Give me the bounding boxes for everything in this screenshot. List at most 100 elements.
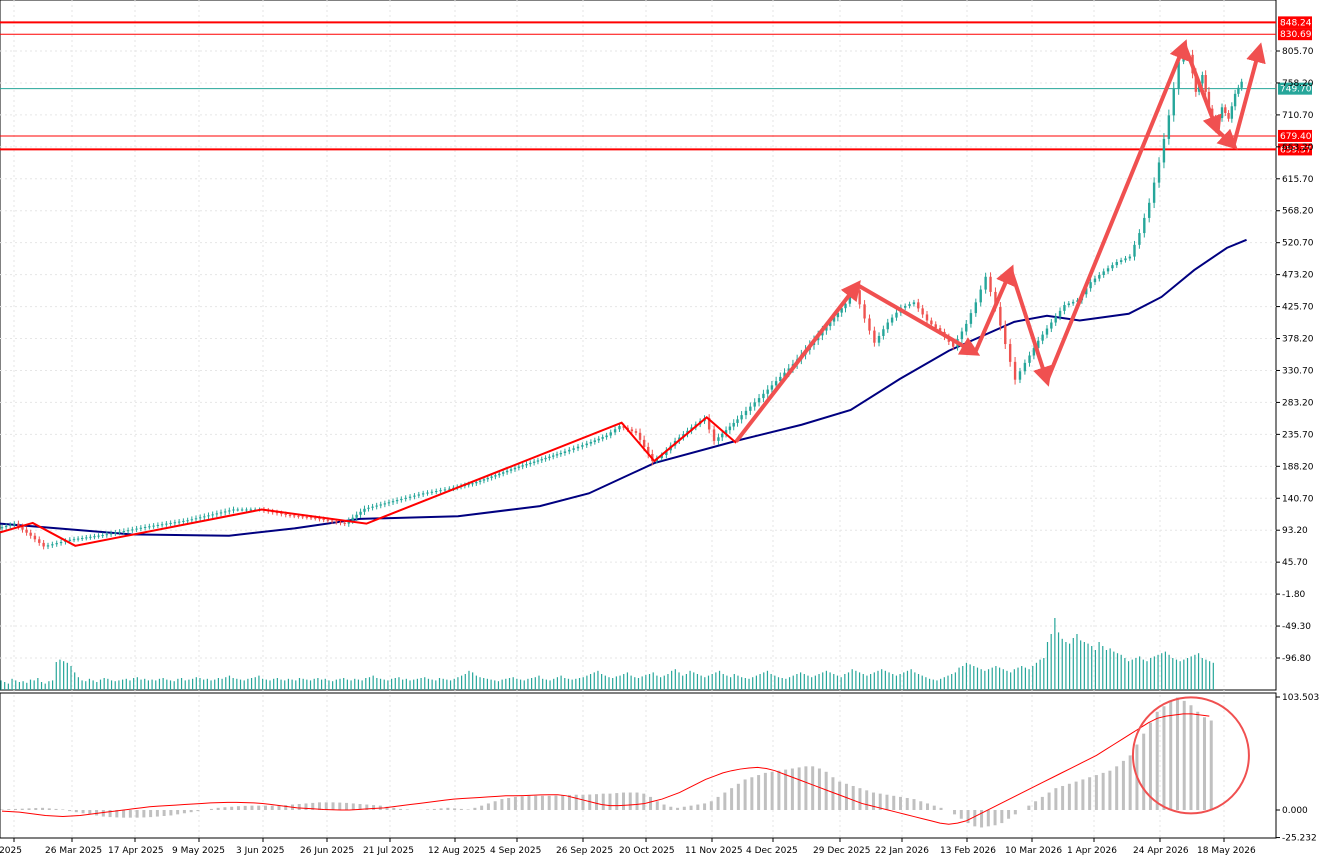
candle-body bbox=[717, 437, 720, 441]
candle-body bbox=[297, 515, 300, 517]
candle-body bbox=[29, 532, 32, 536]
candle-body bbox=[502, 472, 505, 474]
candle-body bbox=[426, 492, 429, 494]
candle-body bbox=[17, 523, 20, 527]
candle-body bbox=[169, 522, 172, 524]
candle-body bbox=[1240, 81, 1243, 88]
candle-body bbox=[930, 320, 933, 325]
candle-body bbox=[517, 466, 521, 468]
candle-body bbox=[895, 312, 898, 318]
candle-body bbox=[1148, 202, 1151, 218]
candle-body bbox=[194, 518, 198, 520]
trend-arrow bbox=[1215, 128, 1238, 150]
candle-body bbox=[724, 430, 728, 434]
candle-body bbox=[148, 526, 151, 528]
x-tick-label: 4 Sep 2025 bbox=[490, 846, 541, 856]
candle-body bbox=[779, 376, 782, 382]
level-price-label: 848.24 bbox=[1280, 18, 1312, 28]
level-price-tag bbox=[1278, 16, 1312, 29]
candle-body bbox=[707, 418, 711, 430]
x-tick-label: 4 Dec 2025 bbox=[746, 846, 798, 856]
candle-body bbox=[552, 455, 555, 457]
candle-body bbox=[367, 507, 370, 509]
price-panel-frame bbox=[0, 0, 1277, 691]
level-price-tag bbox=[1278, 143, 1312, 156]
candle-body bbox=[387, 502, 391, 504]
candle-body bbox=[198, 517, 202, 519]
candle-body bbox=[1133, 244, 1136, 257]
candle-body bbox=[1194, 73, 1198, 92]
candle-body bbox=[135, 528, 138, 530]
x-tick-label: 1 Apr 2026 bbox=[1067, 846, 1117, 856]
candle-body bbox=[886, 322, 889, 330]
candle-body bbox=[969, 313, 973, 324]
candle-body bbox=[190, 519, 194, 521]
candle-body bbox=[1115, 261, 1118, 266]
candle-body bbox=[513, 467, 517, 470]
horizontal-levels[interactable]: 848.24 830.69 749.70 679.40 659.37 bbox=[0, 16, 1312, 156]
x-tick-label: 26 Jun 2025 bbox=[300, 846, 354, 856]
x-tick-label: 24 Apr 2026 bbox=[1133, 846, 1189, 856]
candle-body bbox=[494, 475, 497, 477]
candle-body bbox=[249, 509, 253, 511]
candle-body bbox=[618, 426, 621, 430]
y-tick-label: 568.20 bbox=[1282, 207, 1314, 217]
candle-body bbox=[245, 509, 248, 511]
candle-body bbox=[186, 520, 189, 522]
candle-body bbox=[749, 406, 752, 411]
candle-body bbox=[1157, 162, 1161, 183]
candle-body bbox=[177, 521, 181, 523]
candle-body bbox=[351, 517, 354, 521]
candle-body bbox=[471, 483, 474, 485]
candle-body bbox=[1032, 348, 1036, 356]
candle-body bbox=[1085, 288, 1088, 295]
candle-body bbox=[318, 518, 321, 520]
candle-body bbox=[921, 308, 924, 315]
candle-body bbox=[1041, 334, 1044, 341]
candle-body bbox=[59, 542, 63, 544]
candle-body bbox=[581, 445, 584, 447]
x-tick-label: 11 Nov 2025 bbox=[685, 846, 743, 856]
osc-tick-label: -25.232 bbox=[1282, 834, 1317, 844]
candle-body bbox=[219, 512, 223, 514]
candle-body bbox=[309, 517, 313, 519]
x-tick-label: 18 May 2026 bbox=[1197, 846, 1256, 856]
trend-arrow bbox=[1045, 39, 1189, 382]
candle-body bbox=[301, 516, 304, 518]
candle-body bbox=[1013, 361, 1017, 380]
candle-body bbox=[609, 432, 612, 436]
candle-body bbox=[844, 303, 847, 309]
candle-body bbox=[585, 443, 588, 446]
candle-body bbox=[829, 321, 832, 327]
candle-body bbox=[589, 441, 593, 444]
level-price-tag bbox=[1278, 82, 1312, 95]
candle-body bbox=[42, 542, 45, 547]
candle-body bbox=[505, 470, 509, 473]
candle-body bbox=[825, 326, 828, 331]
candle-body bbox=[85, 537, 88, 539]
candle-body bbox=[597, 438, 600, 441]
osc-tick-label: 103.503 bbox=[1282, 693, 1319, 703]
candle-body bbox=[482, 479, 486, 481]
y-tick-label: 805.70 bbox=[1282, 47, 1314, 57]
candle-body bbox=[1058, 310, 1062, 317]
y-tick-label: 235.70 bbox=[1282, 430, 1314, 440]
candle-body bbox=[1182, 58, 1185, 62]
candle-body bbox=[638, 432, 642, 440]
zigzag-path bbox=[0, 416, 737, 547]
y-tick-label: 188.20 bbox=[1282, 462, 1314, 472]
candle-body bbox=[984, 276, 987, 290]
candle-body bbox=[25, 529, 28, 533]
candle-body bbox=[1237, 87, 1240, 94]
candle-body bbox=[903, 305, 907, 308]
candle-body bbox=[114, 532, 117, 534]
candle-body bbox=[236, 509, 239, 511]
candle-body bbox=[1220, 107, 1224, 119]
candle-body bbox=[912, 302, 916, 305]
candle-body bbox=[408, 496, 412, 498]
candle-body bbox=[736, 419, 739, 423]
candle-body bbox=[740, 415, 743, 420]
candle-body bbox=[989, 276, 992, 292]
